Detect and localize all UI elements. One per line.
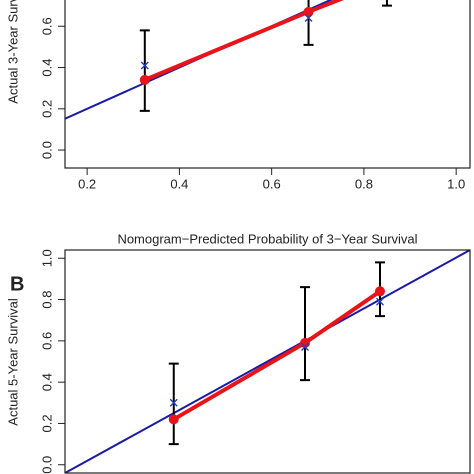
error-bar xyxy=(300,286,310,382)
point xyxy=(139,74,150,85)
x-tick-label: 0.6 xyxy=(263,176,281,191)
x-tick-label: 0.4 xyxy=(170,176,188,191)
panel-label: B xyxy=(10,273,24,295)
y-tick-label: 0.0 xyxy=(39,456,54,474)
error-bar xyxy=(303,0,314,46)
x-tick-label: 0.8 xyxy=(355,176,373,191)
x-tick-label: 0.2 xyxy=(78,176,96,191)
x-tick-label: 1.0 xyxy=(447,176,465,191)
plot-area xyxy=(65,0,392,120)
plot-area xyxy=(65,250,470,473)
point xyxy=(303,6,314,17)
y-axis-label: Actual 3-Year Survival xyxy=(5,0,20,104)
x-marker xyxy=(376,297,384,306)
y-tick-label: 0.6 xyxy=(39,17,54,35)
reference-line xyxy=(65,250,470,473)
y-tick-label: 0.2 xyxy=(39,414,54,432)
y-tick-label: 0.6 xyxy=(39,332,54,350)
y-tick-label: 0.4 xyxy=(39,58,54,76)
y-tick-label: 1.0 xyxy=(39,249,54,267)
point xyxy=(375,286,385,297)
y-axis-label: Actual 5-Year Survival xyxy=(5,298,20,426)
y-tick-label: 0.4 xyxy=(39,373,54,391)
calibration-line xyxy=(144,0,344,82)
reference-line xyxy=(65,0,333,120)
y-tick-label: 0.0 xyxy=(39,141,54,159)
x-axis-label: Nomogram−Predicted Probability of 3−Year… xyxy=(117,231,417,246)
error-bar xyxy=(139,29,150,112)
plot-frame xyxy=(64,0,471,169)
x-marker xyxy=(301,343,309,352)
y-tick-label: 0.2 xyxy=(39,100,54,118)
point xyxy=(168,414,179,425)
error-bar xyxy=(168,362,179,446)
y-tick-label: 0.8 xyxy=(39,291,54,309)
plot-frame xyxy=(64,249,471,474)
x-marker xyxy=(304,14,313,23)
x-marker xyxy=(140,61,149,70)
error-bar xyxy=(381,0,392,7)
x-marker xyxy=(169,398,178,407)
